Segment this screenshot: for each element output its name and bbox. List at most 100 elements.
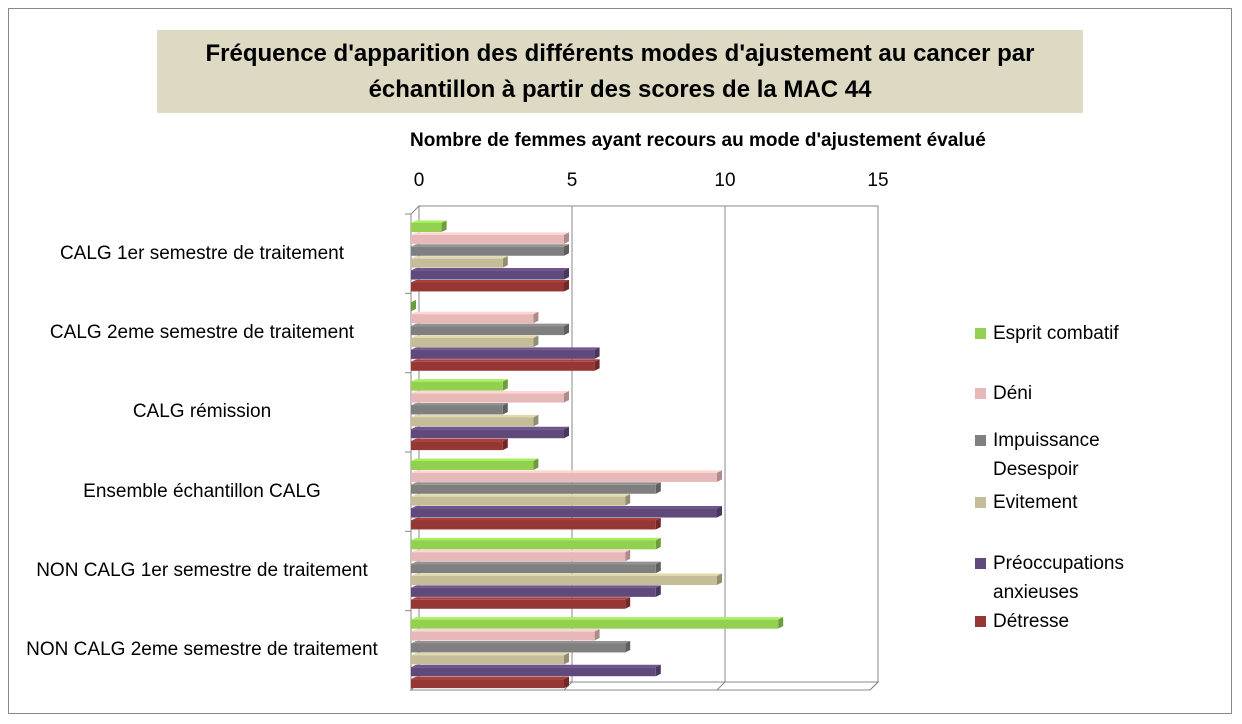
bar-front [411, 576, 717, 585]
bar-front [411, 484, 656, 494]
bar-top [411, 652, 569, 656]
bar-side [717, 506, 722, 518]
bar [411, 517, 661, 530]
bar [411, 506, 722, 518]
bar-front [411, 472, 717, 482]
bar-side [564, 652, 569, 665]
bar-side [655, 585, 661, 597]
bar-top [411, 494, 631, 497]
bar-top [411, 482, 661, 485]
bar-front [411, 496, 626, 506]
bar [411, 573, 722, 585]
bar-front [411, 405, 503, 415]
bar [411, 244, 569, 256]
legend-swatch [975, 388, 986, 399]
legend-label: Esprit combatif [993, 323, 1119, 344]
x-tick-label: 15 [867, 170, 888, 191]
bar-side [441, 220, 447, 232]
bar-side [564, 268, 569, 280]
x-axis-title: Nombre de femmes ayant recours au mode d… [410, 130, 986, 151]
bar-side [564, 232, 569, 244]
bar-front [411, 540, 656, 550]
bar-top [411, 256, 508, 259]
bar-front [411, 234, 564, 244]
bar [411, 640, 631, 653]
legend-label: Déni [993, 383, 1033, 404]
bar-front [411, 381, 503, 391]
bar-side [717, 470, 722, 482]
legend-entry: Esprit combatif [975, 319, 1175, 348]
bar [411, 232, 569, 244]
bar [411, 537, 661, 550]
grid-line [869, 681, 879, 691]
legend-swatch [975, 328, 986, 339]
bar-front [411, 564, 656, 574]
bar-side [502, 402, 508, 415]
bar-front [411, 270, 564, 280]
bar-side [564, 391, 569, 403]
bar [411, 494, 631, 506]
bar-side [655, 561, 661, 574]
bar-front [411, 223, 442, 232]
bar-side [502, 438, 508, 451]
bar-front [411, 393, 564, 403]
bar-top [411, 379, 508, 382]
bar [411, 676, 569, 689]
bar [411, 664, 661, 677]
legend-label: Impuissance Desespoir [993, 430, 1100, 480]
bar-top [411, 664, 661, 668]
bar [411, 359, 600, 371]
legend-entry: Préoccupations anxieuses [975, 549, 1175, 607]
bar-side [564, 426, 569, 439]
bar-top [411, 676, 569, 680]
bar-top [411, 517, 661, 521]
bar-front [411, 667, 656, 677]
x-tick-label: 10 [714, 170, 735, 191]
legend-swatch [975, 558, 986, 569]
bar-side [625, 494, 631, 506]
bar-top [411, 335, 539, 338]
bar [411, 299, 416, 312]
bar-front [411, 587, 656, 597]
bar-side [655, 517, 661, 530]
legend-label: Evitement [993, 492, 1078, 513]
category-label: CALG 1er semestre de traitement [59, 242, 345, 264]
bar-side [564, 244, 569, 256]
bar-top [411, 640, 631, 644]
bar-front [411, 508, 717, 518]
bar-top [411, 458, 539, 461]
bar-side [594, 629, 600, 641]
bar [411, 438, 508, 451]
bar [411, 458, 539, 470]
bar-front [411, 461, 534, 470]
category-label: NON CALG 2eme semestre de traitement [26, 639, 378, 661]
bar [411, 402, 508, 415]
bar-side [594, 359, 600, 371]
bar-top [411, 347, 600, 350]
bar-side [625, 549, 631, 562]
bar-top [411, 402, 508, 406]
bar [411, 652, 569, 665]
bar [411, 379, 508, 391]
bar-front [411, 246, 564, 256]
bar-side [717, 573, 722, 585]
bar-top [411, 232, 569, 235]
bar-side [564, 323, 569, 336]
bar-side [533, 311, 539, 324]
bar [411, 323, 569, 336]
bar-front [411, 338, 534, 347]
bar-side [533, 458, 539, 470]
bar-top [411, 537, 661, 541]
bar-front [411, 314, 534, 324]
bar-side [655, 537, 661, 550]
bar-side [625, 640, 631, 653]
bar-top [411, 585, 661, 588]
bar-front [411, 631, 595, 641]
bar-front [411, 655, 564, 665]
bar-top [411, 506, 722, 509]
bar-front [411, 258, 503, 268]
bar-front [411, 361, 595, 371]
bar-top [411, 617, 784, 620]
bar-top [411, 311, 539, 315]
bar [411, 617, 784, 629]
